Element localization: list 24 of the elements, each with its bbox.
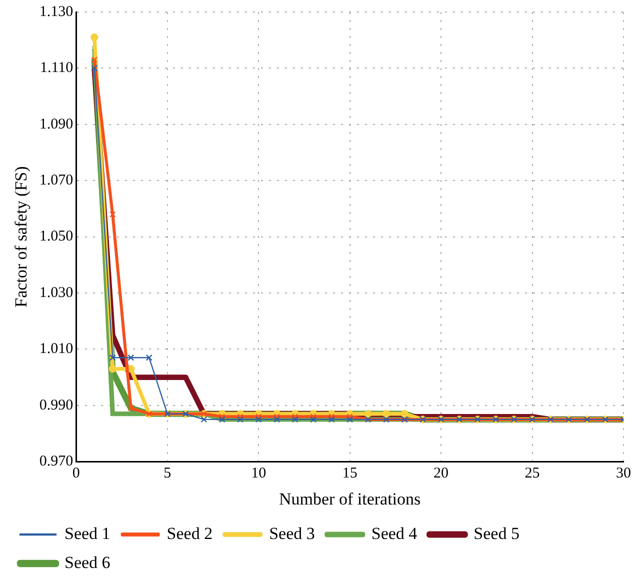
legend-label: Seed 6 [64, 552, 110, 572]
x-tick-label: 20 [434, 466, 449, 482]
x-axis-title: Number of iterations [279, 489, 421, 508]
y-tick-label: 1.130 [39, 4, 74, 20]
y-tick-label: 1.030 [39, 284, 74, 301]
legend-label: Seed 1 [64, 524, 110, 543]
legend-label: Seed 3 [269, 524, 315, 543]
legend-label: Seed 5 [474, 524, 520, 543]
y-tick-label: 1.070 [39, 172, 74, 189]
y-tick-label: 1.090 [39, 116, 74, 132]
y-tick-label: 1.010 [39, 341, 74, 358]
x-tick-label: 0 [72, 466, 80, 482]
x-tick-label: 25 [524, 466, 540, 482]
y-tick-label: 1.050 [39, 228, 74, 245]
y-axis-title: Factor of safety (FS) [12, 166, 31, 308]
x-tick-label: 5 [164, 466, 172, 482]
y-tick-label: 1.110 [40, 60, 74, 76]
x-tick-label: 30 [616, 466, 631, 482]
legend-label: Seed 2 [166, 524, 213, 543]
y-tick-label: 0.970 [39, 454, 74, 470]
x-tick-label: 10 [251, 466, 266, 482]
y-tick-label: 0.990 [39, 397, 74, 414]
legend-label: Seed 4 [371, 524, 418, 543]
x-tick-label: 15 [342, 466, 358, 482]
